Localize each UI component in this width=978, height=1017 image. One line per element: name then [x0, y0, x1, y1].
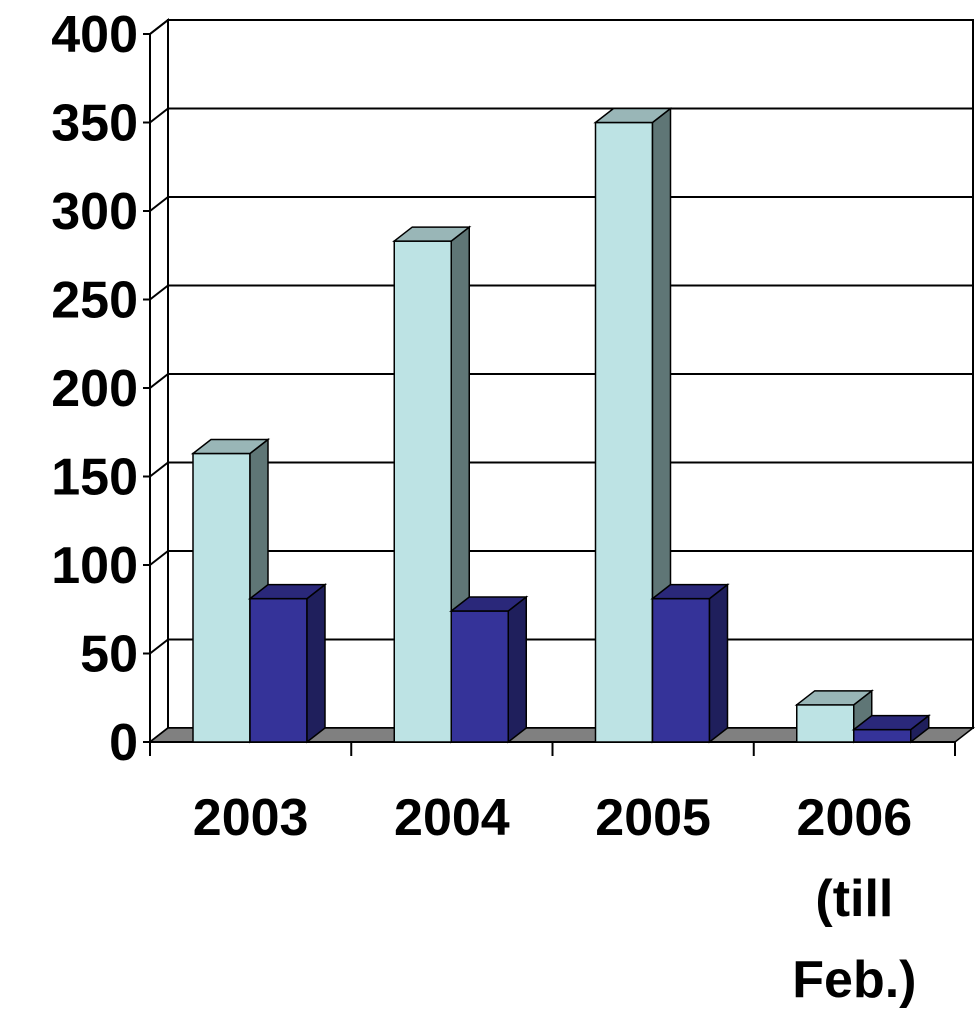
bar-side-face: [306, 583, 326, 744]
gridline-side: [149, 19, 169, 35]
x-tick-label-line: 2005: [595, 789, 711, 847]
gridline-side: [149, 196, 169, 212]
x-tick-label-line: (till: [815, 870, 893, 928]
bar-top-face: [392, 226, 472, 242]
gridline-side: [149, 550, 169, 566]
bar-top-face: [593, 107, 673, 124]
x-tick-label: 2004: [394, 789, 510, 847]
bar-top-face: [190, 438, 271, 455]
bar-top-face: [851, 714, 931, 731]
bar-side-face: [507, 595, 527, 744]
y-tick-label: 150: [51, 449, 138, 507]
x-tick-label: 2006 (till Feb.): [792, 789, 916, 1009]
y-tick-label: 200: [51, 360, 138, 418]
gridlines: [149, 19, 973, 655]
bar-top-face: [247, 583, 328, 600]
y-tick-labels: 0 50 100 150 200 250 300 350 400: [51, 6, 138, 772]
bar-front-face: [249, 597, 308, 743]
x-tick-label: 2003: [193, 789, 309, 847]
x-tick-label-line: 2004: [394, 789, 510, 847]
bar-front-face: [594, 121, 654, 743]
bar-top-face: [794, 690, 874, 706]
bars: [190, 106, 931, 744]
bar: [650, 583, 730, 744]
x-tick-label-line: Feb.): [792, 951, 916, 1009]
y-tick-label: 250: [51, 272, 138, 330]
bar-front-face: [853, 728, 912, 743]
y-tick-label: 100: [51, 537, 138, 595]
bar-front-face: [651, 597, 711, 743]
bar: [247, 583, 328, 744]
bar: [794, 689, 874, 744]
y-tick-label: 0: [109, 714, 138, 772]
gridline-side: [149, 373, 169, 389]
bar-top-face: [650, 583, 730, 600]
bar-top-face: [449, 596, 529, 612]
y-tick-label: 300: [51, 183, 138, 241]
bar-front-face: [450, 610, 509, 743]
x-tick-label: 2005: [595, 789, 711, 847]
bar-side-face: [708, 583, 729, 744]
gridline-side: [149, 107, 169, 124]
gridline-side: [149, 638, 169, 655]
bar: [851, 714, 931, 744]
bar-front-face: [393, 240, 452, 743]
bar: [449, 595, 529, 744]
bar: [593, 106, 673, 744]
y-tick-label: 350: [51, 95, 138, 153]
gridline-side: [149, 461, 169, 478]
bar-front-face: [796, 704, 855, 743]
y-tick-label: 400: [51, 6, 138, 64]
x-tick-label-line: 2006: [797, 789, 913, 847]
x-tick-label-line: 2003: [193, 789, 309, 847]
y-tick-label: 50: [80, 626, 138, 684]
gridline-side: [149, 284, 169, 301]
bar-front-face: [192, 452, 251, 743]
x-tick-labels: 2003 2004 2005 2006 (till Feb.): [193, 789, 917, 1009]
